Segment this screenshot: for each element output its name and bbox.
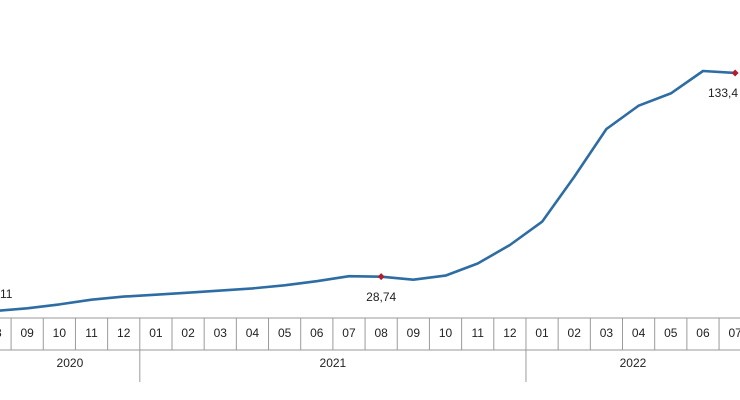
- x-tick-label: 08: [0, 326, 2, 340]
- x-tick-label: 09: [407, 326, 421, 340]
- x-tick-label: 02: [568, 326, 582, 340]
- x-tick-label: 02: [181, 326, 195, 340]
- x-tick-label: 12: [503, 326, 517, 340]
- x-tick-label: 11: [85, 326, 98, 340]
- x-tick-label: 06: [696, 326, 710, 340]
- point-marker: [377, 273, 385, 281]
- value-label: 11: [0, 287, 13, 301]
- year-label: 2022: [620, 356, 647, 370]
- x-tick-label: 05: [278, 326, 292, 340]
- x-tick-label: 08: [374, 326, 388, 340]
- data-line: [0, 69, 736, 312]
- year-label: 2021: [320, 356, 347, 370]
- x-tick-label: 07: [728, 326, 740, 340]
- x-tick-label: 05: [664, 326, 678, 340]
- x-tick-label: 10: [53, 326, 67, 340]
- x-tick-label: 01: [535, 326, 549, 340]
- point-marker: [731, 69, 739, 77]
- x-tick-label: 03: [214, 326, 228, 340]
- value-label: 28,74: [366, 290, 396, 304]
- x-tick-label: 03: [600, 326, 614, 340]
- x-tick-label: 11: [471, 326, 484, 340]
- x-tick-label: 12: [117, 326, 131, 340]
- x-tick-label: 04: [632, 326, 646, 340]
- value-label: 133,4: [708, 86, 738, 100]
- year-label: 2020: [57, 356, 84, 370]
- x-tick-label: 07: [342, 326, 356, 340]
- x-tick-label: 04: [246, 326, 260, 340]
- x-tick-label: 10: [439, 326, 453, 340]
- x-tick-label: 01: [149, 326, 163, 340]
- x-tick-label: 09: [21, 326, 35, 340]
- x-tick-label: 06: [310, 326, 324, 340]
